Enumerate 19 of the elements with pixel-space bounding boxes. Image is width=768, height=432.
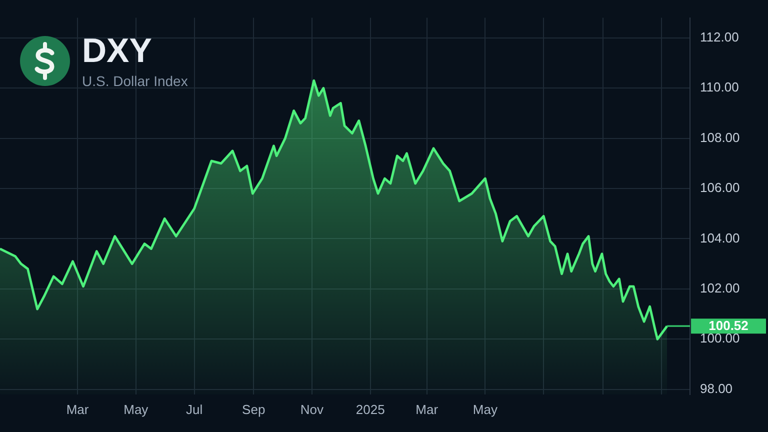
text: U.S. Dollar Index bbox=[82, 72, 188, 90]
x-tick-label: Mar bbox=[416, 402, 439, 417]
y-tick-label: 104.00 bbox=[700, 230, 740, 246]
x-tick-label: May bbox=[124, 402, 149, 417]
x-tick-label: Sep bbox=[242, 402, 266, 417]
y-tick-label: 98.00 bbox=[700, 380, 733, 396]
x-tick-label: Jul bbox=[186, 402, 203, 417]
y-tick-label: 108.00 bbox=[700, 130, 740, 145]
ref-line-label: 100.52 bbox=[708, 318, 748, 334]
x-tick-label: May bbox=[472, 402, 498, 417]
chart-title: DXY bbox=[82, 32, 153, 70]
y-tick-label: 110.00 bbox=[700, 80, 739, 95]
x-tick-label: Nov bbox=[300, 402, 324, 417]
x-tick-label: 2025 bbox=[356, 402, 385, 417]
y-tick-label: 100.00 bbox=[700, 330, 740, 346]
y-tick-label: 102.00 bbox=[700, 280, 740, 296]
y-tick-label: 112.00 bbox=[700, 29, 739, 44]
y-tick-label: 106.00 bbox=[700, 180, 740, 196]
x-tick-label: Mar bbox=[66, 402, 90, 417]
